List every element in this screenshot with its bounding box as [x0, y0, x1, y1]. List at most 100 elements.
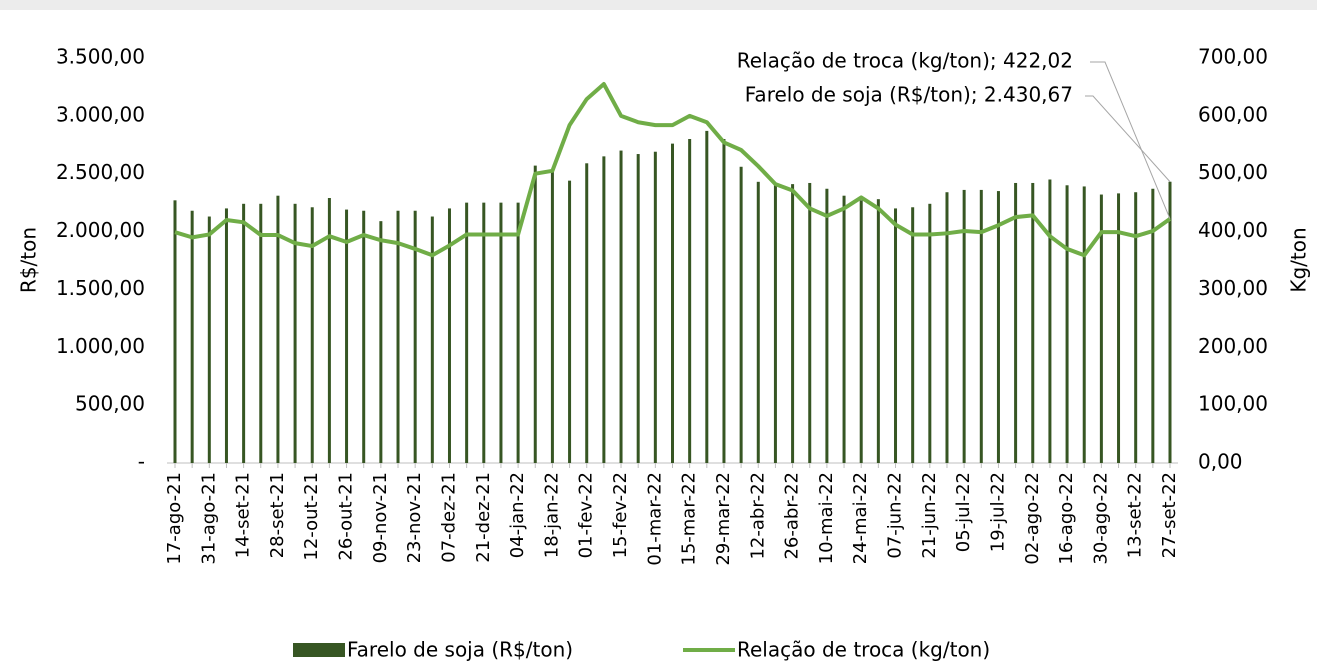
y-tick-label: 500,00	[75, 392, 145, 416]
x-tick-label: 10-mai-22	[816, 472, 837, 564]
top-band	[0, 0, 1317, 10]
y2-tick-label: 0,00	[1198, 450, 1243, 474]
bar	[911, 207, 915, 463]
bar	[242, 203, 246, 464]
bar	[173, 200, 177, 464]
bar	[945, 192, 949, 463]
bar	[499, 202, 503, 463]
x-tick-label: 04-jan-22	[507, 472, 528, 558]
bar	[413, 210, 417, 463]
legend-swatch	[293, 643, 345, 657]
annotation: Farelo de soja (R$/ton); 2.430,67	[745, 83, 1073, 107]
y-tick-label: 2.500,00	[56, 160, 145, 184]
bar	[653, 151, 657, 463]
bar	[1082, 186, 1086, 463]
bar	[773, 182, 777, 463]
y-tick-label: 3.000,00	[56, 102, 145, 126]
legend-label: Farelo de soja (R$/ton)	[347, 638, 573, 662]
x-tick-label: 18-jan-22	[541, 472, 562, 558]
y2-tick-label: 400,00	[1198, 218, 1268, 242]
leader-line	[1085, 95, 1171, 183]
bar	[1117, 193, 1121, 463]
x-tick-label: 13-set-22	[1125, 472, 1146, 558]
y2-tick-label: 700,00	[1198, 45, 1268, 69]
y2-axis-title: Kg/ton	[1287, 227, 1311, 292]
y-tick-label: 1.000,00	[56, 334, 145, 358]
bar	[979, 189, 983, 463]
bar	[1168, 181, 1172, 463]
y2-tick-label: 200,00	[1198, 334, 1268, 358]
x-tick-label: 31-ago-21	[198, 472, 219, 565]
y-tick-label: 1.500,00	[56, 276, 145, 300]
bar	[379, 221, 383, 463]
bar	[688, 139, 692, 463]
x-tick-label: 01-mar-22	[644, 472, 665, 566]
x-tick-label: 05-jul-22	[953, 472, 974, 552]
bar	[396, 210, 400, 463]
bar	[1134, 192, 1138, 463]
x-tick-label: 01-fev-22	[576, 472, 597, 558]
bar	[756, 181, 760, 464]
bar	[636, 154, 640, 464]
bar	[928, 203, 932, 464]
x-tick-label: 30-ago-22	[1090, 472, 1111, 565]
bar	[276, 195, 280, 463]
x-tick-label: 15-mar-22	[679, 472, 700, 566]
x-tick-label: 26-abr-22	[782, 472, 803, 560]
bar	[894, 208, 898, 463]
bar	[533, 165, 537, 463]
bar	[619, 150, 623, 464]
x-tick-label: 21-dez-21	[473, 472, 494, 563]
y2-tick-label: 500,00	[1198, 160, 1268, 184]
bar	[516, 202, 520, 463]
line	[174, 82, 1172, 258]
bar	[1065, 185, 1069, 464]
y-tick-label: 3.500,00	[56, 45, 145, 69]
bar	[825, 188, 829, 463]
bar	[482, 202, 486, 463]
bar	[345, 209, 349, 463]
bar	[722, 139, 726, 463]
bar	[671, 143, 674, 463]
x-tick-label: 24-mai-22	[850, 472, 871, 564]
y-axis-title: R$/ton	[17, 227, 41, 293]
x-tick-label: 02-ago-22	[1022, 472, 1043, 565]
x-tick-label: 28-set-21	[267, 472, 288, 558]
y-tick-label: 2.000,00	[56, 218, 145, 242]
bar	[739, 166, 743, 463]
bar	[962, 189, 966, 463]
bar	[808, 182, 812, 463]
x-tick-label: 27-set-22	[1159, 472, 1180, 558]
legend-label: Relação de troca (kg/ton)	[737, 638, 990, 662]
leader-line	[1090, 61, 1171, 220]
x-tick-label: 16-ago-22	[1056, 472, 1077, 565]
y2-tick-label: 100,00	[1198, 392, 1268, 416]
bar	[310, 207, 314, 463]
x-tick-label: 12-out-21	[301, 472, 322, 561]
bar	[876, 199, 880, 463]
bar	[842, 195, 846, 463]
bar	[465, 202, 469, 463]
bar	[430, 216, 434, 463]
bar	[293, 203, 297, 464]
bar	[1099, 194, 1103, 464]
x-tick-label: 14-set-21	[233, 472, 254, 558]
x-tick-label: 07-jun-22	[885, 472, 906, 559]
bar	[224, 208, 228, 463]
bar	[362, 210, 366, 463]
annotation: Relação de troca (kg/ton); 422,02	[737, 49, 1073, 73]
bar	[327, 198, 331, 463]
bar	[190, 210, 194, 463]
x-tick-label: 21-jun-22	[919, 472, 940, 559]
bar	[447, 208, 451, 463]
x-tick-label: 29-mar-22	[713, 472, 734, 566]
bar	[259, 203, 263, 464]
x-tick-label: 15-fev-22	[610, 472, 631, 558]
x-tick-label: 12-abr-22	[747, 472, 768, 560]
x-tick-label: 17-ago-21	[164, 472, 185, 565]
bar	[1151, 188, 1155, 463]
bar	[705, 130, 709, 463]
bar	[207, 216, 211, 463]
x-tick-label: 26-out-21	[336, 472, 357, 561]
